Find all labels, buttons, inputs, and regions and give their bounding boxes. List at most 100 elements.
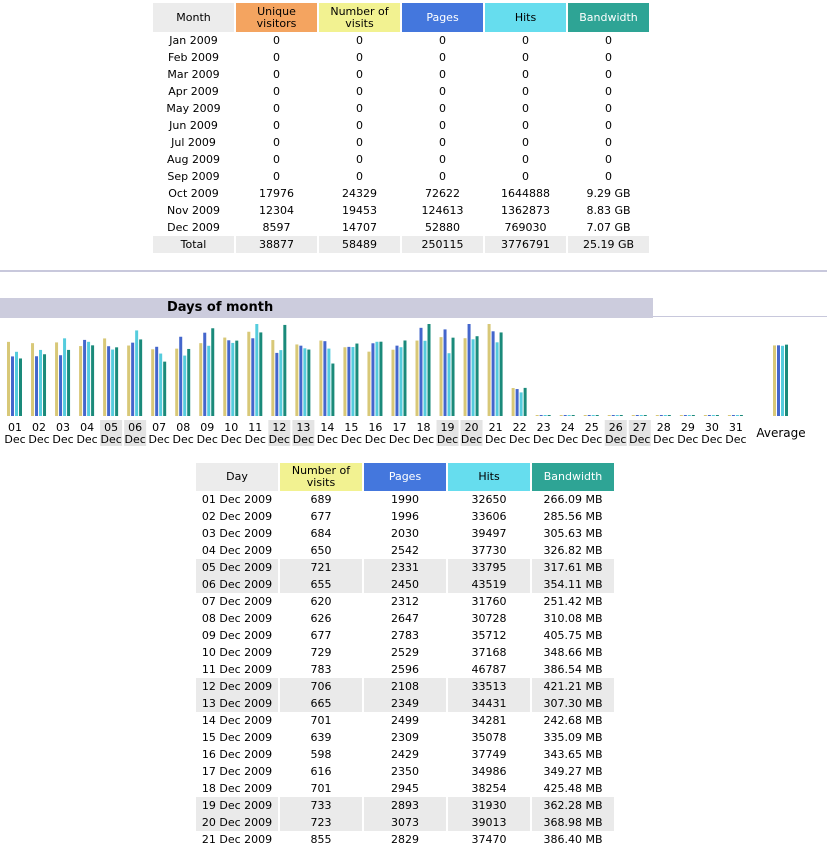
value-cell: 2529	[391, 646, 419, 659]
value-cell: 0	[439, 119, 446, 132]
bar-visits-23	[535, 415, 539, 416]
table-row: Oct 2009 17976 24329 72622 1644888 9.29 GB	[153, 185, 649, 202]
value-cell: 0	[605, 153, 612, 166]
value-cell: 1644888	[501, 187, 550, 200]
table-row: Nov 2009 12304 19453 124613 1362873 8.83 GB	[153, 202, 649, 219]
bar-pages-16	[371, 343, 375, 416]
value-cell: 39013	[448, 814, 530, 831]
bar-pages-15	[347, 346, 351, 416]
day-label-15: 15	[344, 421, 358, 434]
value-cell: 0	[356, 119, 363, 132]
table-row: 13 Dec 2009 665 2349 34431 307.30 MB	[196, 695, 614, 712]
bar-bandwidth-19	[451, 337, 455, 416]
value-cell: 2499	[391, 714, 419, 727]
bar-bandwidth-08	[187, 348, 191, 416]
value-cell: 3073	[364, 814, 446, 831]
value-cell: 655	[280, 576, 362, 593]
table-row: 03 Dec 2009 684 2030 39497 305.63 MB	[196, 525, 614, 542]
value-cell: 2647	[391, 612, 419, 625]
value-cell: 251.42 MB	[543, 595, 603, 608]
value-cell: 677	[310, 629, 332, 642]
bar-pages-01	[11, 356, 14, 416]
bar-hits-05	[111, 349, 115, 416]
value-cell: 783	[310, 663, 332, 676]
bar-pages-17	[395, 345, 399, 416]
day-label-22: 22	[513, 421, 527, 434]
bar-visits-10	[223, 337, 227, 416]
bar-bandwidth-09	[211, 328, 215, 416]
value-cell: 677	[310, 510, 332, 523]
value-cell: 0	[439, 153, 446, 166]
bar-bandwidth-22	[523, 387, 527, 416]
value-cell: 2429	[391, 748, 419, 761]
day-label-07: 07	[152, 421, 166, 434]
value-cell: 421.21 MB	[532, 678, 614, 695]
bar-bandwidth-25	[595, 415, 599, 416]
month-label-29: Dec	[677, 433, 698, 446]
bar-hits-01	[15, 351, 18, 416]
value-cell: 266.09 MB	[543, 493, 603, 506]
day-cell: 12 Dec 2009	[196, 678, 278, 695]
value-cell: 0	[273, 85, 280, 98]
value-cell: 721	[280, 559, 362, 576]
value-cell: 0	[522, 102, 529, 115]
value-cell: 8.83 GB	[586, 204, 631, 217]
month-label-28: Dec	[653, 433, 674, 446]
bar-pages-09	[203, 332, 207, 416]
value-cell: 38254	[471, 782, 507, 795]
bar-pages-06	[131, 342, 135, 416]
value-cell: 425.48 MB	[543, 782, 603, 795]
bar-pages-28	[659, 415, 663, 416]
value-cell: 38877	[236, 236, 317, 253]
month-cell: May 2009	[166, 102, 221, 115]
table-row: 21 Dec 2009 855 2829 37470 386.40 MB	[196, 831, 614, 848]
bar-hits-28	[663, 415, 667, 416]
bar-visits-05	[103, 338, 107, 416]
total-row: Total 38877 58489 250115 3776791 25.19 GB	[153, 236, 649, 253]
month-cell: Jan 2009	[169, 34, 218, 47]
day-label-08: 08	[176, 421, 190, 434]
total-label: Total	[153, 236, 234, 253]
value-cell: 24329	[342, 187, 377, 200]
month-cell: Sep 2009	[167, 170, 220, 183]
value-cell: 250115	[402, 236, 483, 253]
bar-pages-19	[443, 329, 447, 416]
value-cell: 0	[356, 136, 363, 149]
value-cell: 386.40 MB	[543, 833, 603, 846]
month-label-18: Dec	[413, 433, 434, 446]
value-cell: 0	[273, 153, 280, 166]
bar-bandwidth-03	[67, 349, 71, 416]
value-cell: 72622	[425, 187, 460, 200]
month-label-22: Dec	[509, 433, 530, 446]
bar-hits-18	[423, 340, 427, 416]
bar-pages-04	[83, 339, 87, 416]
value-cell: 0	[605, 68, 612, 81]
bar-pages-10	[227, 340, 231, 416]
day-cell: 09 Dec 2009	[201, 629, 273, 642]
value-cell: 0	[605, 119, 612, 132]
bar-hits-03	[63, 338, 67, 416]
value-cell: 343.65 MB	[543, 748, 603, 761]
col-hits: Hits	[448, 463, 530, 491]
value-cell: 0	[522, 136, 529, 149]
day-label-17: 17	[392, 421, 406, 434]
col-pages: Pages	[364, 463, 446, 491]
value-cell: 2893	[364, 797, 446, 814]
table-row: 16 Dec 2009 598 2429 37749 343.65 MB	[196, 746, 614, 763]
table-row: 05 Dec 2009 721 2331 33795 317.61 MB	[196, 559, 614, 576]
col-unique-visitors: Unique visitors	[236, 3, 317, 32]
day-cell: 08 Dec 2009	[201, 612, 273, 625]
daily-stats-table: Day Number of visits Pages Hits Bandwidth…	[194, 463, 616, 848]
month-label-08: Dec	[173, 433, 194, 446]
value-cell: 2349	[364, 695, 446, 712]
bar-hits-14	[327, 348, 331, 416]
month-cell: Jun 2009	[169, 119, 218, 132]
value-cell: 0	[605, 85, 612, 98]
day-label-19: 19	[441, 421, 455, 434]
value-cell: 0	[273, 119, 280, 132]
value-cell: 0	[273, 68, 280, 81]
value-cell: 9.29 GB	[586, 187, 631, 200]
weekend-highlight	[268, 420, 291, 446]
value-cell: 25.19 GB	[568, 236, 649, 253]
value-cell: 0	[605, 170, 612, 183]
